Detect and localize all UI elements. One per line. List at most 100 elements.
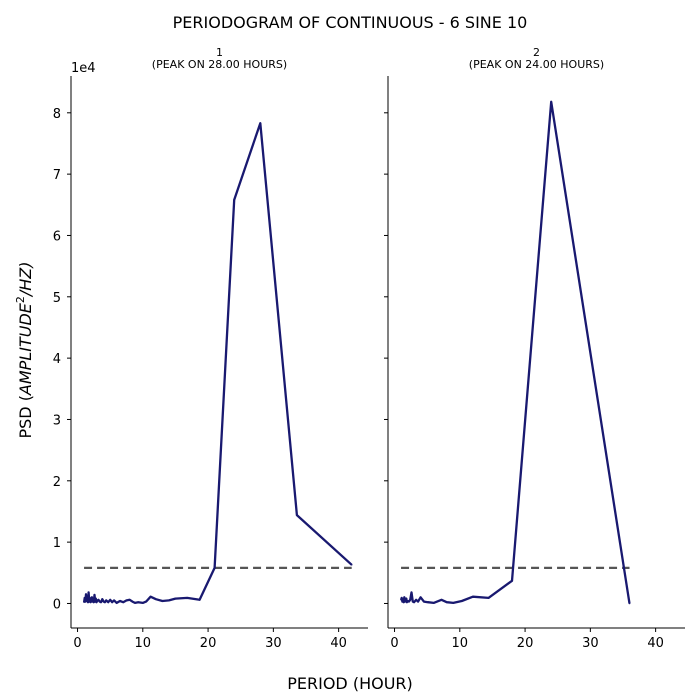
x-tick-label: 10 <box>452 636 469 651</box>
psd-point <box>95 597 97 600</box>
psd-point <box>111 601 113 603</box>
psd-point <box>415 599 417 601</box>
y-axis-label: PSD (AMPLITUDE2/HZ) <box>14 261 35 438</box>
psd-point <box>101 598 104 600</box>
psd-point <box>88 600 91 603</box>
psd-point <box>259 122 262 124</box>
psd-point <box>102 600 105 603</box>
psd-point <box>402 601 405 603</box>
y-offset-label: 1e4 <box>71 61 96 76</box>
psd-point <box>96 600 98 602</box>
psd-point <box>91 596 93 599</box>
psd-point <box>122 601 124 603</box>
psd-point <box>213 567 216 569</box>
x-tick-label: 20 <box>200 636 217 651</box>
psd-point <box>511 580 513 582</box>
psd-point <box>401 600 404 603</box>
psd-point <box>186 597 188 599</box>
y-tick-label: 2 <box>53 475 61 490</box>
psd-point <box>109 599 111 601</box>
psd-point <box>87 591 90 594</box>
psd-point <box>400 599 402 601</box>
psd-point <box>419 596 422 599</box>
psd-point <box>137 601 139 603</box>
psd-point <box>408 600 410 603</box>
psd-point <box>92 599 94 602</box>
psd-point <box>94 600 96 603</box>
psd-point <box>296 514 298 516</box>
y-tick-label: 1 <box>53 536 61 551</box>
psd-point <box>89 599 91 601</box>
x-tick-label: 40 <box>647 636 664 651</box>
psd-point <box>105 599 107 602</box>
psd-point <box>404 600 406 603</box>
y-label-suffix: /HZ) <box>16 261 35 298</box>
psd-point <box>91 600 94 603</box>
psd-point <box>128 599 131 601</box>
psd-point <box>168 599 170 602</box>
psd-point <box>113 599 115 602</box>
psd-point <box>93 601 95 603</box>
psd-point <box>405 597 408 600</box>
subplot-title-number: 1 <box>216 46 223 59</box>
subplot-2: 2(PEAK ON 24.00 HOURS) 0 10 20 30 40 <box>384 46 685 651</box>
y-label-prefix: PSD ( <box>16 395 35 438</box>
psd-point <box>198 599 201 601</box>
x-tick-label: 30 <box>265 636 282 651</box>
psd-point <box>100 601 102 603</box>
psd-point <box>432 602 435 604</box>
psd-points <box>83 122 353 604</box>
psd-point <box>142 602 144 604</box>
x-tick-label: 20 <box>517 636 534 651</box>
psd-point <box>134 602 136 604</box>
y-tick-label: 4 <box>53 352 61 367</box>
psd-point <box>403 596 406 599</box>
figure-title: PERIODOGRAM OF CONTINUOUS - 6 SINE 10 <box>173 13 528 32</box>
psd-point <box>233 199 235 201</box>
psd-series-line <box>82 122 353 605</box>
psd-point <box>452 602 455 604</box>
psd-point <box>86 597 89 600</box>
y-tick-label: 3 <box>53 413 61 428</box>
x-tick-label: 0 <box>73 636 81 651</box>
x-tick-label: 30 <box>582 636 599 651</box>
x-tick-label: 40 <box>330 636 347 651</box>
y-tick-label: 0 <box>53 597 61 612</box>
psd-point <box>445 601 448 603</box>
x-tick-label: 10 <box>135 636 152 651</box>
psd-point <box>85 593 87 596</box>
psd-point <box>104 601 106 603</box>
psd-point <box>87 601 89 603</box>
psd-point <box>85 600 88 602</box>
psd-points <box>400 101 631 605</box>
subplot-title-number: 2 <box>533 46 540 59</box>
psd-point <box>406 600 409 602</box>
subplot-title-peak: (PEAK ON 28.00 HOURS) <box>152 58 287 71</box>
psd-point <box>84 600 87 603</box>
x-tick-label: 0 <box>390 636 398 651</box>
psd-point <box>413 601 415 603</box>
psd-point <box>406 601 408 603</box>
psd-point <box>404 599 407 602</box>
psd-point <box>83 597 86 599</box>
y-label-main: AMPLITUDE <box>16 302 35 396</box>
psd-series-line <box>400 100 631 605</box>
psd-point <box>410 591 413 594</box>
psd-point <box>440 599 443 601</box>
subplot-title-peak: (PEAK ON 24.00 HOURS) <box>469 58 604 71</box>
y-tick-label: 7 <box>53 168 61 183</box>
psd-point <box>409 599 412 601</box>
psd-point <box>550 101 552 103</box>
y-tick-label: 6 <box>53 229 61 244</box>
psd-point <box>402 598 404 600</box>
psd-point <box>628 602 631 605</box>
psd-point <box>174 597 177 600</box>
psd-point <box>93 594 96 596</box>
psd-point <box>115 602 118 604</box>
y-tick-label: 5 <box>53 291 61 306</box>
y-tick-label: 8 <box>53 107 61 122</box>
psd-point <box>423 600 425 603</box>
psd-point <box>461 600 463 602</box>
